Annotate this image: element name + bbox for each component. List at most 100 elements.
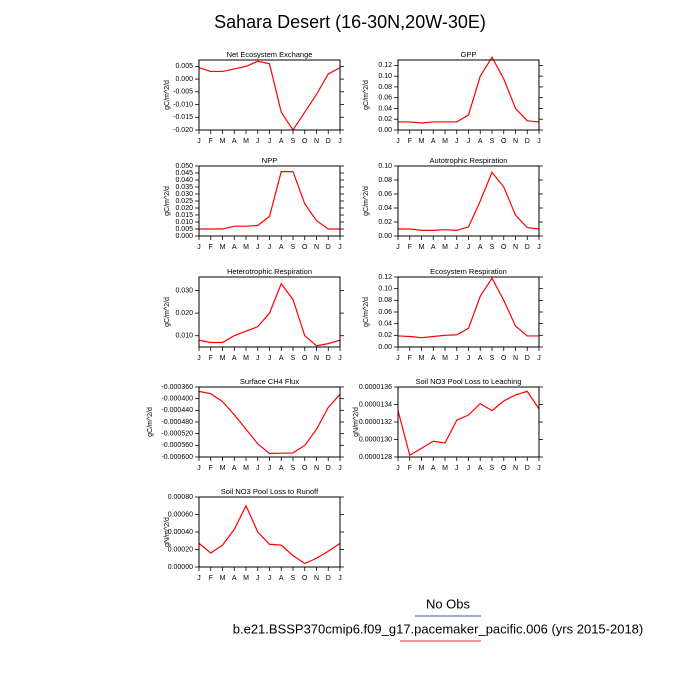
- y-tick-label: 0.025: [175, 198, 193, 205]
- y-tick-label: 0.04: [378, 321, 392, 328]
- x-tick-label: A: [478, 355, 483, 362]
- x-tick-label: A: [279, 575, 284, 582]
- y-tick-label: 0.020: [175, 205, 193, 212]
- x-tick-label: J: [256, 355, 260, 362]
- x-tick-label: M: [220, 355, 226, 362]
- x-tick-label: M: [442, 138, 448, 145]
- x-tick-label: F: [209, 244, 213, 251]
- x-tick-label: A: [431, 138, 436, 145]
- x-tick-label: J: [256, 244, 260, 251]
- x-tick-label: S: [291, 465, 296, 472]
- panel-title: Ecosystem Respiration: [430, 267, 507, 276]
- y-tick-label: 0.005: [175, 63, 193, 70]
- x-tick-label: J: [455, 244, 459, 251]
- y-tick-label: 0.030: [175, 287, 193, 294]
- x-tick-label: J: [268, 138, 272, 145]
- panel-title: Heterotrophic Respiration: [227, 267, 312, 276]
- x-tick-label: M: [419, 465, 425, 472]
- y-tick-label: 0.0000130: [359, 436, 392, 443]
- x-tick-label: J: [338, 355, 342, 362]
- x-tick-label: M: [243, 355, 249, 362]
- x-tick-label: A: [279, 355, 284, 362]
- x-tick-label: J: [467, 138, 471, 145]
- data-line: [398, 171, 540, 232]
- x-tick-label: J: [256, 138, 260, 145]
- x-tick-label: A: [232, 575, 237, 582]
- x-tick-label: N: [513, 244, 518, 251]
- x-tick-label: J: [396, 355, 400, 362]
- x-tick-label: S: [490, 138, 495, 145]
- x-tick-label: A: [431, 244, 436, 251]
- x-tick-label: D: [525, 355, 530, 362]
- y-tick-label: 0.00: [378, 127, 392, 134]
- panel-title: Surface CH4 Flux: [240, 377, 299, 386]
- x-tick-label: F: [209, 575, 213, 582]
- y-tick-label: -0.010: [173, 101, 193, 108]
- x-tick-label: J: [537, 355, 541, 362]
- x-tick-label: M: [220, 465, 226, 472]
- y-tick-label: 0.00: [378, 233, 392, 240]
- y-axis-label: gC/m^2/d: [363, 80, 370, 110]
- x-tick-label: S: [291, 355, 296, 362]
- x-tick-label: M: [220, 575, 226, 582]
- x-tick-label: O: [302, 355, 308, 362]
- x-tick-label: M: [243, 465, 249, 472]
- data-line: [198, 504, 341, 565]
- y-tick-label: 0.020: [175, 310, 193, 317]
- x-tick-label: A: [232, 244, 237, 251]
- x-tick-label: J: [268, 575, 272, 582]
- x-tick-label: A: [478, 244, 483, 251]
- x-tick-label: J: [467, 355, 471, 362]
- panel-title: Autotrophic Respiration: [430, 156, 508, 165]
- y-tick-label: 0.04: [378, 205, 392, 212]
- x-tick-label: A: [478, 138, 483, 145]
- x-tick-label: A: [279, 244, 284, 251]
- x-tick-label: O: [501, 244, 507, 251]
- y-tick-label: -0.000400: [161, 396, 193, 403]
- y-tick-label: 0.06: [378, 95, 392, 102]
- x-tick-label: N: [314, 138, 319, 145]
- x-tick-label: N: [513, 465, 518, 472]
- plot-frame: [397, 165, 540, 237]
- x-tick-label: J: [197, 138, 201, 145]
- x-tick-label: D: [326, 575, 331, 582]
- plot-frame: [397, 386, 540, 458]
- x-tick-label: A: [478, 465, 483, 472]
- x-tick-label: M: [442, 465, 448, 472]
- x-tick-label: J: [537, 465, 541, 472]
- x-tick-label: O: [501, 138, 507, 145]
- x-tick-label: F: [209, 138, 213, 145]
- y-tick-label: 0.0000128: [359, 454, 392, 461]
- figure-title: Sahara Desert (16-30N,20W-30E): [214, 12, 486, 32]
- data-line: [397, 276, 539, 339]
- x-tick-label: M: [220, 244, 226, 251]
- plot-frame: [198, 386, 341, 458]
- data-line: [199, 171, 340, 230]
- y-tick-label: 0.08: [378, 297, 392, 304]
- x-tick-label: N: [314, 575, 319, 582]
- y-tick-label: 0.12: [378, 62, 392, 69]
- y-tick-label: -0.000480: [161, 419, 193, 426]
- y-axis-label: gN/m^2/d: [353, 407, 360, 437]
- y-axis-label: gC/m^2/d: [363, 186, 370, 216]
- y-tick-label: -0.000560: [161, 442, 193, 449]
- y-tick-label: 0.10: [378, 163, 392, 170]
- x-tick-label: J: [455, 138, 459, 145]
- y-tick-label: 0.000: [175, 233, 193, 240]
- x-tick-label: J: [455, 355, 459, 362]
- x-tick-label: J: [197, 244, 201, 251]
- x-tick-label: J: [455, 465, 459, 472]
- y-tick-label: 0.0000136: [359, 384, 392, 391]
- x-tick-label: O: [501, 465, 507, 472]
- y-axis-label: gC/m^2/d: [164, 186, 171, 216]
- x-tick-label: M: [442, 244, 448, 251]
- y-tick-label: -0.000600: [161, 454, 193, 461]
- x-tick-label: A: [279, 138, 284, 145]
- x-tick-label: J: [467, 465, 471, 472]
- y-tick-label: 0.00080: [168, 494, 193, 501]
- x-tick-label: J: [197, 465, 201, 472]
- x-tick-label: J: [256, 465, 260, 472]
- x-tick-label: N: [314, 465, 319, 472]
- x-tick-label: M: [419, 244, 425, 251]
- x-tick-label: S: [291, 244, 296, 251]
